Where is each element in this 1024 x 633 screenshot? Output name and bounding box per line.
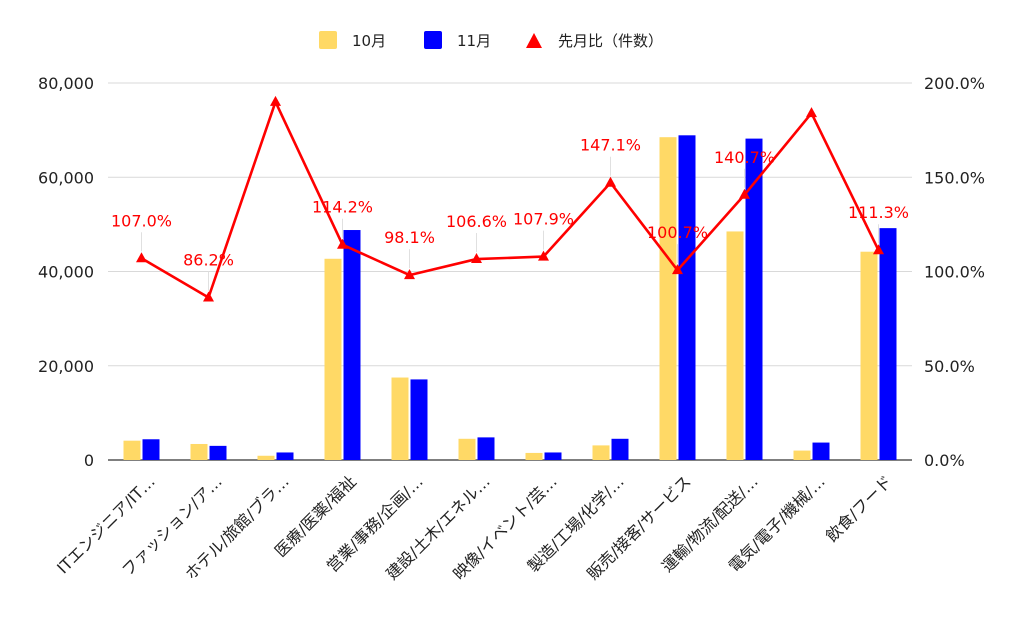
x-category-label: 飲食/フード	[822, 472, 896, 546]
y-right-tick-label: 200.0%	[924, 74, 985, 93]
data-labels: 107.0% 86.2% 114.2% 98.1% 106.6% 107.9% 147.1%…	[111, 136, 909, 291]
ratio-data-label: 111.3%	[848, 203, 909, 222]
bar-oct	[257, 455, 275, 460]
ratio-point	[337, 238, 348, 249]
y-left-tick-label: 0	[84, 451, 94, 470]
y-right-tick-label: 100.0%	[924, 263, 985, 282]
y-left-tick-label: 80,000	[38, 74, 94, 93]
ratio-point	[270, 95, 281, 106]
bar-nov	[477, 437, 495, 460]
y-right-tick-label: 150.0%	[924, 168, 985, 187]
bar-nov	[745, 138, 763, 461]
ratio-point	[873, 244, 884, 255]
legend-label-nov: 11月	[457, 32, 491, 50]
ratio-point	[739, 188, 750, 199]
bar-nov	[410, 379, 428, 460]
ratio-point	[203, 291, 214, 302]
bar-oct	[592, 445, 610, 460]
bar-oct	[726, 231, 744, 460]
ratio-data-label: 107.9%	[513, 210, 574, 229]
ratio-point	[136, 252, 147, 263]
legend-label-oct: 10月	[352, 32, 386, 50]
bar-oct	[860, 251, 878, 460]
bar-oct	[324, 258, 342, 460]
legend-swatch-oct	[319, 31, 337, 49]
y-right-tick-label: 0.0%	[924, 451, 965, 470]
ratio-data-label: 86.2%	[183, 251, 234, 270]
bar-nov	[276, 452, 294, 460]
ratio-point	[538, 250, 549, 261]
bar-oct	[123, 440, 141, 460]
bar-nov	[611, 438, 629, 460]
bar-nov	[343, 230, 361, 460]
bar-oct	[793, 450, 811, 460]
bar-nov	[879, 228, 897, 460]
ratio-data-label: 98.1%	[384, 228, 435, 247]
bars	[123, 135, 897, 461]
bar-oct	[525, 452, 543, 460]
x-axis-categories: ITエンジニア/IT…ファッション/ア…ホテル/旅館/ブラ…医療/医薬/福祉営業…	[53, 472, 896, 584]
ratio-point	[672, 264, 683, 275]
ratio-data-label: 140.7%	[714, 148, 775, 167]
y-left-tick-label: 40,000	[38, 263, 94, 282]
ratio-point	[404, 269, 415, 280]
ratio-line	[136, 95, 884, 302]
ratio-point	[806, 107, 817, 118]
ratio-data-label: 100.7%	[647, 223, 708, 242]
bar-oct	[190, 443, 208, 460]
ratio-data-label: 107.0%	[111, 211, 172, 230]
legend-swatch-nov	[424, 31, 442, 49]
ratio-line-path	[140, 100, 880, 299]
ratio-data-label: 147.1%	[580, 136, 641, 155]
legend-label-ratio: 先月比（件数）	[558, 32, 663, 50]
bar-nov	[544, 452, 562, 460]
ratio-point	[605, 176, 616, 187]
bar-nov	[209, 445, 227, 460]
y-left-tick-label: 60,000	[38, 168, 94, 187]
y-axis-right: 0.0% 50.0% 100.0% 150.0% 200.0%	[924, 74, 985, 470]
bar-oct	[659, 137, 677, 460]
y-left-tick-label: 20,000	[38, 357, 94, 376]
y-right-tick-label: 50.0%	[924, 357, 975, 376]
bar-oct	[391, 377, 409, 460]
y-axis-left: 0 20,000 40,000 60,000 80,000	[38, 74, 94, 470]
ratio-data-label: 106.6%	[446, 212, 507, 231]
bar-nov	[678, 135, 696, 460]
bar-nov	[142, 439, 160, 460]
ratio-point	[471, 253, 482, 264]
bar-oct	[458, 438, 476, 460]
legend-marker-ratio	[526, 33, 542, 48]
legend: 10月 11月 先月比（件数）	[319, 31, 663, 50]
ratio-data-label: 114.2%	[312, 198, 373, 217]
gridlines	[108, 82, 912, 461]
bar-nov	[812, 442, 830, 460]
